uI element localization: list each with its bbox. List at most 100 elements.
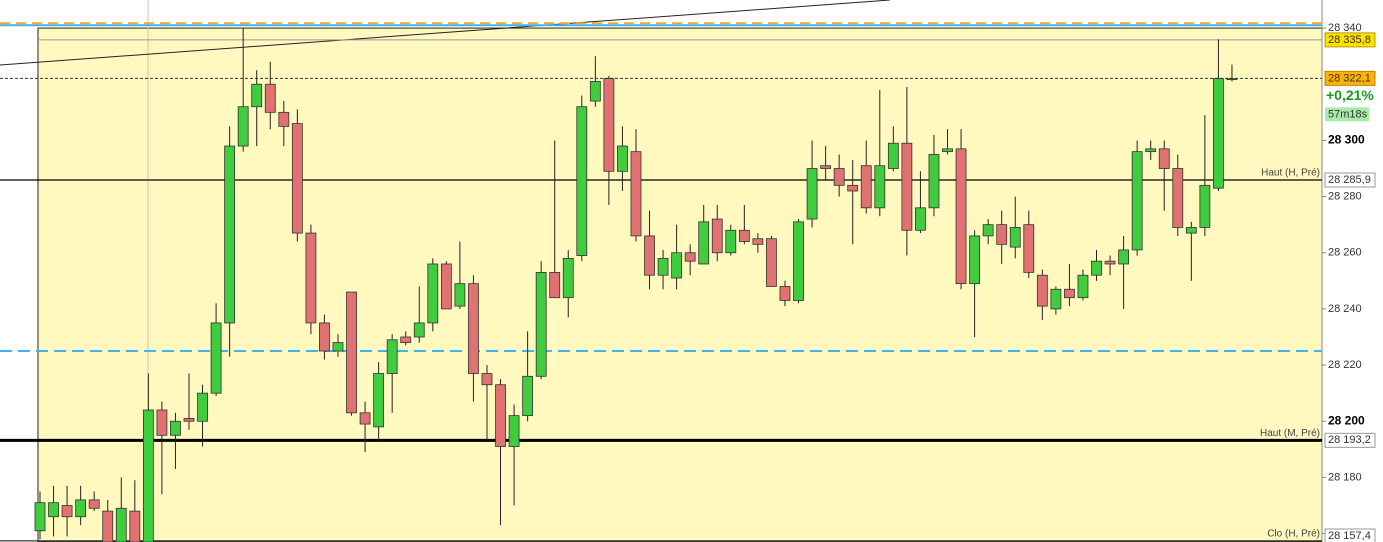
candle-body: [996, 224, 1008, 245]
candle-body: [210, 322, 222, 394]
candle-body: [549, 272, 561, 299]
high-tag: 28 335,8: [1328, 34, 1371, 46]
y-tick-label: 28 340: [1328, 22, 1362, 34]
candle-body: [644, 235, 655, 276]
candle-body: [481, 373, 493, 386]
zone: [37, 27, 1323, 542]
candle-body: [440, 263, 452, 310]
candle-body: [413, 322, 425, 338]
candle-body: [1077, 274, 1089, 299]
candle-body: [1172, 168, 1184, 228]
candle-body: [589, 81, 601, 102]
candle-body: [1185, 227, 1197, 234]
candle-body: [901, 142, 913, 231]
candle-body: [332, 342, 344, 352]
candle-body: [1118, 249, 1129, 265]
level-value-box: [1324, 528, 1376, 542]
level-name: Haut (M, Pré): [1260, 428, 1320, 439]
trend-line: [0, 0, 891, 66]
candle-body: [1131, 151, 1143, 251]
last-price-tag: 28 322,1: [1328, 72, 1371, 84]
price-axis: [1322, 0, 1383, 542]
candle-body: [603, 78, 615, 172]
candle-body: [698, 221, 710, 265]
high-tag-box: [1324, 32, 1376, 48]
candle-body: [1199, 184, 1211, 228]
candle-body: [1091, 260, 1102, 276]
candle-body: [400, 336, 412, 344]
candle-body: [833, 168, 845, 186]
candle-body: [373, 373, 385, 428]
y-tick-label: 28 300: [1328, 133, 1365, 147]
candle-body: [291, 123, 303, 234]
candle-body: [576, 106, 588, 256]
candle-body: [860, 165, 872, 209]
candle-body: [129, 510, 141, 542]
candle-body: [711, 218, 723, 254]
countdown-box: [1325, 107, 1369, 122]
candle-body: [1226, 78, 1238, 81]
candle-body: [793, 221, 804, 301]
candle-body: [806, 168, 818, 220]
candle-body: [264, 83, 276, 113]
candle-body: [630, 151, 642, 237]
candle-body: [454, 283, 466, 307]
level-value-label: 28 193,2: [1328, 434, 1371, 446]
candle-body: [617, 145, 628, 172]
candle-body: [102, 510, 114, 542]
candle-body: [237, 106, 249, 147]
candle-body: [319, 322, 330, 352]
candle-body: [847, 184, 859, 192]
candle-body: [874, 165, 886, 209]
candle-body: [1158, 148, 1170, 169]
candle-body: [170, 420, 181, 436]
candle-body: [34, 502, 46, 532]
candle-body: [359, 412, 371, 425]
candle-body: [1036, 274, 1048, 307]
candle-body: [346, 291, 357, 414]
level-name: Clo (H, Pré): [1267, 529, 1320, 540]
candle-body: [562, 257, 574, 299]
candle-body: [684, 252, 696, 262]
candle-body: [75, 499, 87, 518]
candle-body: [115, 507, 127, 542]
candle-body: [955, 148, 967, 285]
y-tick-label: 28 180: [1328, 471, 1362, 483]
candle-body: [969, 235, 981, 285]
candle-body: [1023, 224, 1035, 273]
candle-body: [928, 154, 940, 209]
candle-body: [1213, 78, 1224, 189]
candle-body: [468, 283, 479, 374]
level-value-box: [1324, 432, 1376, 448]
candle-body: [725, 229, 737, 254]
candle-body: [224, 145, 236, 324]
change-label: +0,21%: [1326, 87, 1374, 103]
candle-body: [942, 148, 953, 153]
candle-body: [1104, 260, 1116, 265]
y-tick-label: 28 200: [1328, 413, 1365, 427]
y-tick-label: 28 220: [1328, 359, 1362, 371]
candle-body: [522, 375, 534, 417]
level-value-box: [1324, 172, 1376, 188]
last-price-box: [1324, 70, 1376, 86]
level-name: Haut (H, Pré): [1261, 168, 1320, 179]
candle-body: [657, 257, 669, 276]
candle-body: [142, 409, 154, 542]
candle-body: [197, 392, 208, 422]
candle-body: [535, 272, 547, 377]
candle-body: [1064, 288, 1075, 299]
candle-body: [156, 409, 168, 436]
candle-body: [495, 384, 506, 447]
candle-body: [88, 499, 100, 509]
candle-body: [887, 142, 899, 169]
candle-body: [1050, 288, 1062, 310]
candle-body: [305, 232, 317, 324]
candle-body: [766, 238, 777, 287]
candle-body: [1009, 227, 1021, 248]
candle-body: [251, 83, 263, 108]
candle-body: [508, 415, 520, 447]
candle-body: [738, 229, 750, 242]
candle-body: [386, 339, 398, 374]
candle-body: [779, 286, 791, 301]
